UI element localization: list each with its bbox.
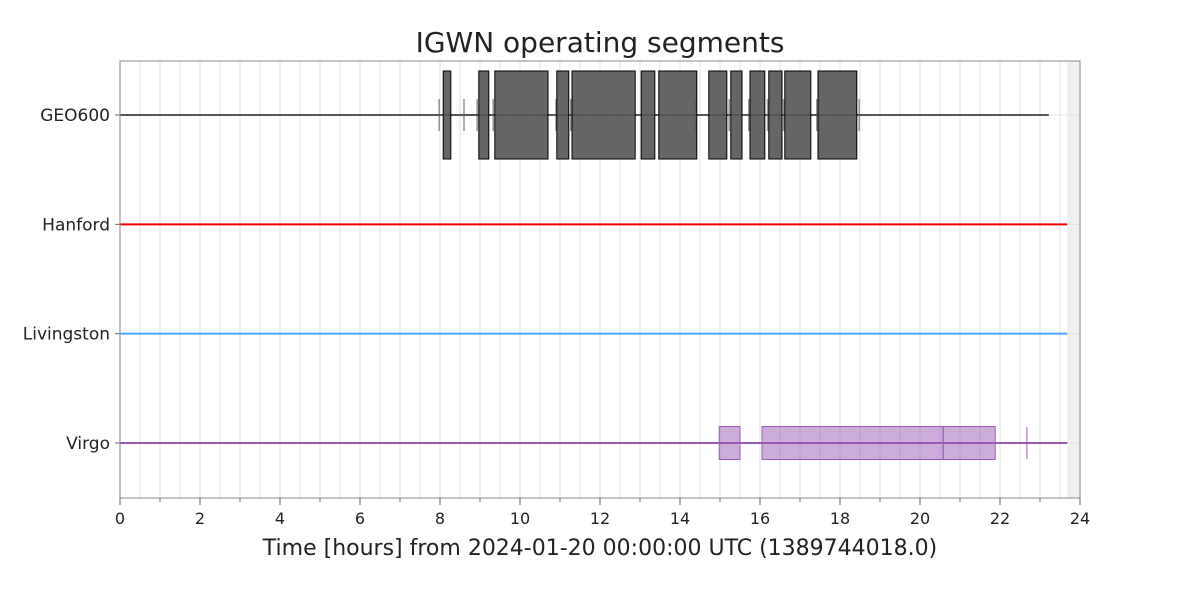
x-tick-label: 4 [275, 509, 285, 528]
segment-box [640, 70, 656, 160]
x-tick-label: 20 [910, 509, 930, 528]
segment-box [817, 70, 858, 160]
segment-box [556, 70, 570, 160]
segment-box [749, 70, 766, 160]
segment-box [494, 70, 549, 160]
segment-box [942, 426, 996, 460]
x-tick-label: 16 [750, 509, 770, 528]
segment-box [442, 70, 452, 160]
segment-box [708, 70, 728, 160]
x-tick-label: 18 [830, 509, 850, 528]
segment-box [718, 426, 741, 460]
x-tick-label: 2 [195, 509, 205, 528]
segment-box [761, 426, 944, 460]
x-tick-label: 0 [115, 509, 125, 528]
row-label: GEO600 [40, 106, 110, 126]
x-tick-label: 6 [355, 509, 365, 528]
x-tick-label: 10 [510, 509, 530, 528]
x-tick-label: 24 [1070, 509, 1090, 528]
x-tick-label: 14 [670, 509, 690, 528]
x-tick-label: 8 [435, 509, 445, 528]
segment-box [768, 70, 783, 160]
row-label: Livingston [23, 325, 110, 345]
x-tick-label: 12 [590, 509, 610, 528]
segment-box [478, 70, 490, 160]
segment-box [784, 70, 812, 160]
segment-box [571, 70, 636, 160]
x-tick-label: 22 [990, 509, 1010, 528]
chart-title: IGWN operating segments [416, 26, 785, 59]
x-axis-label: Time [hours] from 2024-01-20 00:00:00 UT… [262, 536, 937, 561]
segment-box [730, 70, 743, 160]
row-label: Virgo [66, 434, 110, 454]
row-label: Hanford [42, 215, 110, 235]
segment-box [658, 70, 698, 160]
no-data-shade [1067, 61, 1080, 498]
